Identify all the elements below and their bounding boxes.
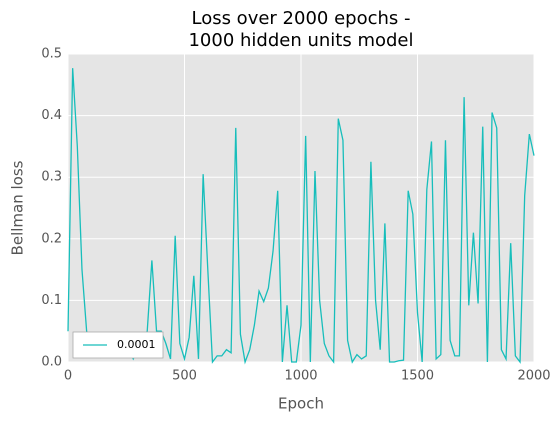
y-axis-label: Bellman loss xyxy=(9,160,27,255)
x-tick-label: 2000 xyxy=(517,369,550,384)
chart-title: 1000 hidden units model xyxy=(188,30,413,51)
y-tick-label: 0.4 xyxy=(41,108,62,123)
y-tick-label: 0.1 xyxy=(41,293,62,308)
x-axis-label: Epoch xyxy=(278,395,324,413)
x-tick-label: 1500 xyxy=(401,369,434,384)
chart-title: Loss over 2000 epochs - xyxy=(191,8,410,29)
x-tick-label: 1000 xyxy=(284,369,317,384)
x-tick-label: 500 xyxy=(172,369,197,384)
y-tick-label: 0.5 xyxy=(41,47,62,62)
x-tick-label: 0 xyxy=(64,369,72,384)
y-tick-label: 0.3 xyxy=(41,170,62,185)
y-tick-label: 0.2 xyxy=(41,231,62,246)
y-tick-label: 0.0 xyxy=(41,355,62,370)
legend-label: 0.0001 xyxy=(117,338,156,351)
